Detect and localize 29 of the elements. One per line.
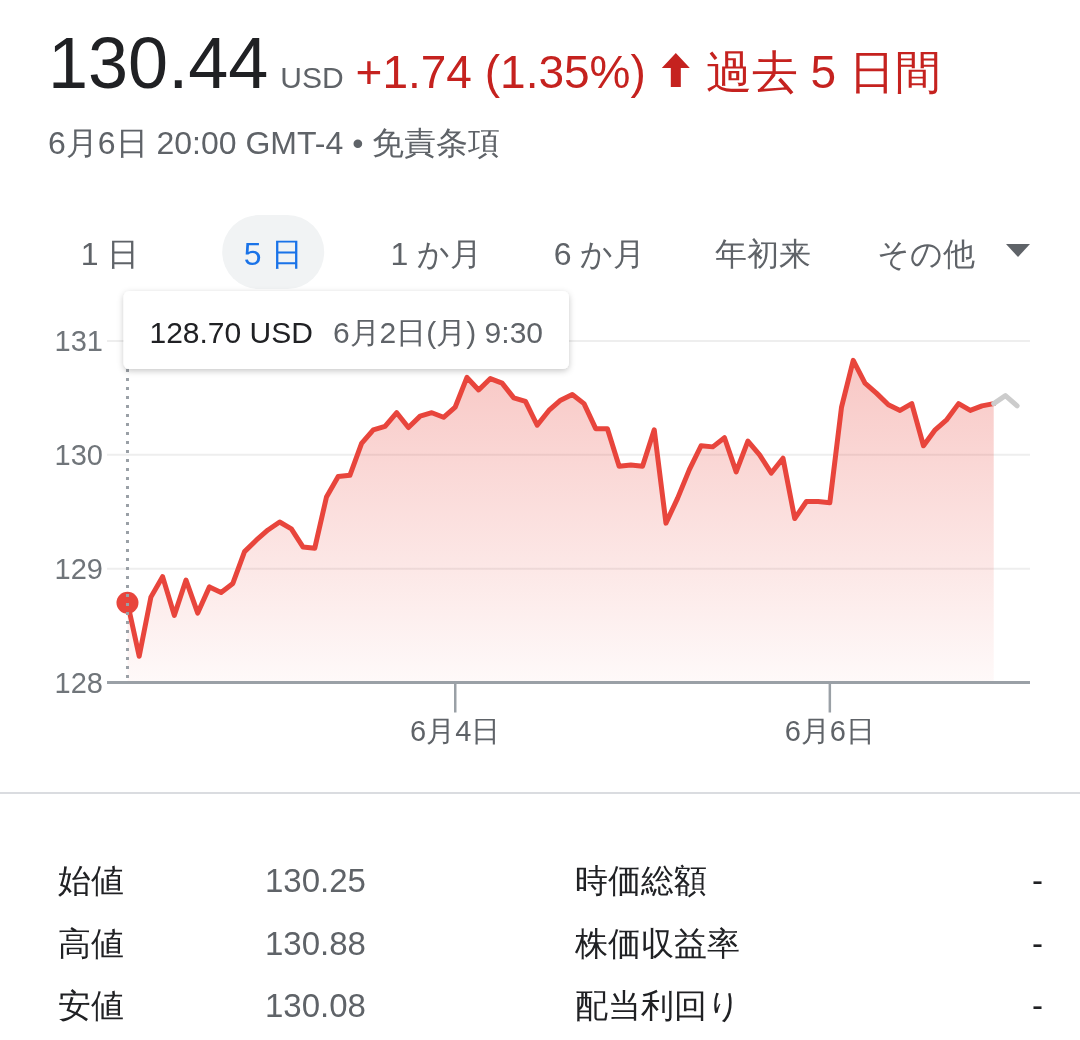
- text: 始値: [58, 862, 124, 899]
- text: 高値: [58, 924, 124, 962]
- text: 1 日: [80, 236, 140, 272]
- text: 6 か月: [553, 236, 646, 272]
- text: 配当利回り: [575, 987, 741, 1024]
- x-tick-label: 6月6日: [784, 714, 875, 747]
- y-tick-label: 130: [54, 438, 103, 471]
- y-tick-label: 128: [54, 666, 103, 699]
- text: その他: [877, 236, 975, 272]
- text: 130.25: [265, 862, 366, 899]
- text: 株価収益率: [574, 924, 740, 962]
- text: 年初来: [714, 236, 811, 272]
- text: USD: [280, 61, 344, 94]
- chart-subtitle: 6月6日 20:00 GMT-4 • 免責条項: [48, 125, 501, 161]
- chart-title: 130.44: [48, 23, 269, 103]
- text: 過去 5 日間: [705, 46, 941, 98]
- text: 130.08: [265, 987, 366, 1024]
- text: 時価総額: [575, 862, 707, 899]
- text: -: [1032, 924, 1043, 962]
- text: +1.74 (1.35%): [355, 46, 646, 98]
- y-tick-label: 131: [54, 325, 103, 357]
- text: -: [1032, 862, 1043, 899]
- text: 130.88: [265, 924, 366, 962]
- y-tick-label: 129: [54, 552, 103, 585]
- text: -: [1032, 987, 1043, 1024]
- text: 5 日: [243, 236, 303, 272]
- text: 安値: [58, 987, 124, 1024]
- x-tick-label: 6月4日: [410, 714, 501, 747]
- text: 1 か月: [390, 236, 483, 272]
